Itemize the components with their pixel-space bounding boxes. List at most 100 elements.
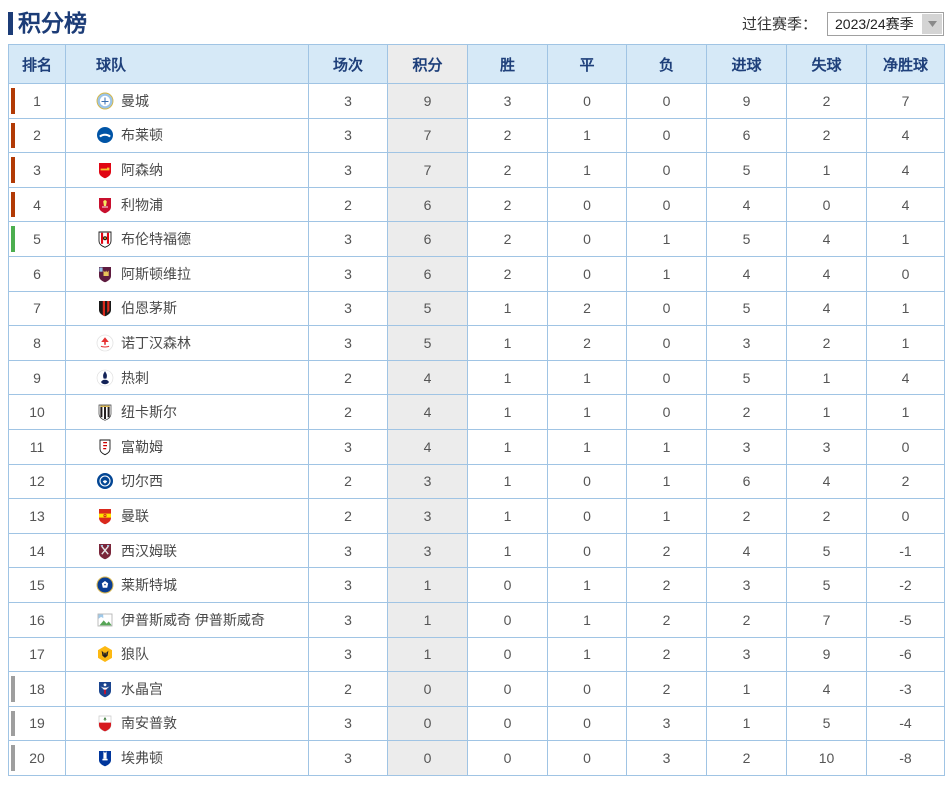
played-cell: 2	[308, 359, 388, 396]
bournemouth-icon	[96, 299, 114, 317]
team-cell[interactable]: 伊普斯威奇 伊普斯威奇	[65, 601, 309, 638]
win-cell: 1	[467, 290, 548, 327]
goal-diff-cell: 0	[866, 498, 945, 534]
played-cell: 2	[308, 463, 388, 500]
loss-cell: 0	[626, 359, 707, 396]
season-label: 过往赛季：	[741, 16, 817, 33]
team-cell[interactable]: 利物浦	[65, 186, 309, 223]
team-cell[interactable]: 南安普敦	[65, 705, 309, 742]
team-cell[interactable]: 莱斯特城	[65, 567, 309, 603]
team-cell[interactable]: 阿斯顿维拉	[65, 255, 309, 292]
team-name: 阿斯顿维拉	[121, 265, 191, 282]
team-inner: 热刺	[96, 368, 308, 388]
team-cell[interactable]: 切尔西	[65, 463, 309, 500]
liverpool-icon	[96, 196, 114, 214]
southampton-icon	[96, 714, 114, 733]
goal-diff-cell: -2	[866, 567, 945, 603]
team-cell[interactable]: 阿森纳	[65, 152, 309, 188]
team-cell[interactable]: 热刺	[65, 359, 309, 396]
team-inner: 布莱顿	[96, 125, 308, 145]
team-name: 富勒姆	[121, 438, 163, 455]
title-accent-bar	[8, 12, 13, 35]
rank-cell: 3	[8, 152, 66, 188]
draw-cell: 0	[547, 83, 627, 119]
win-cell: 1	[467, 325, 548, 361]
team-inner: 布伦特福德	[96, 229, 308, 249]
goals-for-cell: 6	[706, 463, 787, 500]
team-name: 西汉姆联	[121, 542, 177, 559]
goals-for-cell: 4	[706, 255, 787, 292]
team-inner: 曼联	[96, 506, 308, 526]
standings-body: 1 曼城 3 9 3 0 0 9 2 7 2 布莱顿 3 7 2 1 0 6 2 4 3 阿森纳 3 7 2 1 0 5 1 4 4 利物浦 2…	[8, 83, 945, 776]
win-cell: 1	[467, 498, 548, 534]
win-cell: 0	[467, 601, 548, 638]
aston-villa-icon	[96, 265, 114, 283]
rank-cell: 20	[8, 740, 66, 776]
team-cell[interactable]: 西汉姆联	[65, 532, 309, 569]
chevron-down-icon[interactable]	[922, 13, 942, 34]
rank-value: 9	[33, 369, 41, 386]
team-inner: 西汉姆联	[96, 541, 308, 561]
draw-cell: 2	[547, 325, 627, 361]
topbar: 积分榜 过往赛季： 2023/24赛季	[0, 0, 952, 44]
loss-cell: 1	[626, 428, 707, 465]
team-cell[interactable]: 伯恩茅斯	[65, 290, 309, 327]
goal-diff-cell: 4	[866, 359, 945, 396]
goals-against-cell: 0	[786, 186, 867, 223]
goals-for-cell: 1	[706, 705, 787, 742]
rank-cell: 6	[8, 255, 66, 292]
team-cell[interactable]: 富勒姆	[65, 428, 309, 465]
points-cell: 4	[387, 394, 468, 430]
team-cell[interactable]: 布莱顿	[65, 117, 309, 154]
team-cell[interactable]: 水晶宫	[65, 671, 309, 707]
win-cell: 0	[467, 705, 548, 742]
loss-cell: 2	[626, 601, 707, 638]
played-cell: 3	[308, 705, 388, 742]
team-name: 莱斯特城	[121, 577, 177, 594]
goal-diff-cell: -4	[866, 705, 945, 742]
tottenham-icon	[96, 369, 114, 387]
draw-cell: 0	[547, 498, 627, 534]
newcastle-icon	[96, 403, 114, 421]
loss-cell: 0	[626, 83, 707, 119]
win-cell: 1	[467, 463, 548, 500]
played-cell: 3	[308, 740, 388, 776]
season-select-value: 2023/24赛季	[835, 15, 914, 32]
goal-diff-cell: 4	[866, 186, 945, 223]
goals-for-cell: 5	[706, 152, 787, 188]
points-cell: 1	[387, 601, 468, 638]
team-inner: 莱斯特城	[96, 575, 308, 595]
played-cell: 3	[308, 532, 388, 569]
draw-cell: 1	[547, 117, 627, 154]
season-select[interactable]: 2023/24赛季	[827, 11, 944, 36]
team-cell[interactable]: 诺丁汉森林	[65, 325, 309, 361]
draw-cell: 1	[547, 428, 627, 465]
win-cell: 3	[467, 83, 548, 119]
col-header-team: 球队	[65, 44, 309, 84]
goal-diff-cell: 4	[866, 152, 945, 188]
team-cell[interactable]: 布伦特福德	[65, 221, 309, 257]
points-cell: 5	[387, 325, 468, 361]
loss-cell: 0	[626, 117, 707, 154]
rank-value: 15	[29, 577, 45, 594]
standings-table: 排名 球队 场次 积分 胜 平 负 进球 失球 净胜球 1 曼城 3 9 3 0 0 9 2 7 2…	[8, 44, 945, 776]
team-cell[interactable]: 纽卡斯尔	[65, 394, 309, 430]
col-header-rank: 排名	[8, 44, 66, 84]
brentford-icon	[96, 230, 114, 248]
team-cell[interactable]: 埃弗顿	[65, 740, 309, 776]
team-cell[interactable]: 狼队	[65, 636, 309, 673]
goals-for-cell: 4	[706, 186, 787, 223]
goal-diff-cell: 1	[866, 325, 945, 361]
draw-cell: 0	[547, 532, 627, 569]
played-cell: 3	[308, 221, 388, 257]
loss-cell: 0	[626, 152, 707, 188]
everton-icon	[96, 749, 114, 767]
team-name: 伯恩茅斯	[121, 300, 177, 317]
team-cell[interactable]: 曼联	[65, 498, 309, 534]
points-cell: 7	[387, 117, 468, 154]
goal-diff-cell: 0	[866, 255, 945, 292]
table-row: 13 曼联 2 3 1 0 1 2 2 0	[8, 498, 945, 534]
table-row: 6 阿斯顿维拉 3 6 2 0 1 4 4 0	[8, 255, 945, 292]
team-cell[interactable]: 曼城	[65, 83, 309, 119]
table-row: 12 切尔西 2 3 1 0 1 6 4 2	[8, 463, 945, 500]
